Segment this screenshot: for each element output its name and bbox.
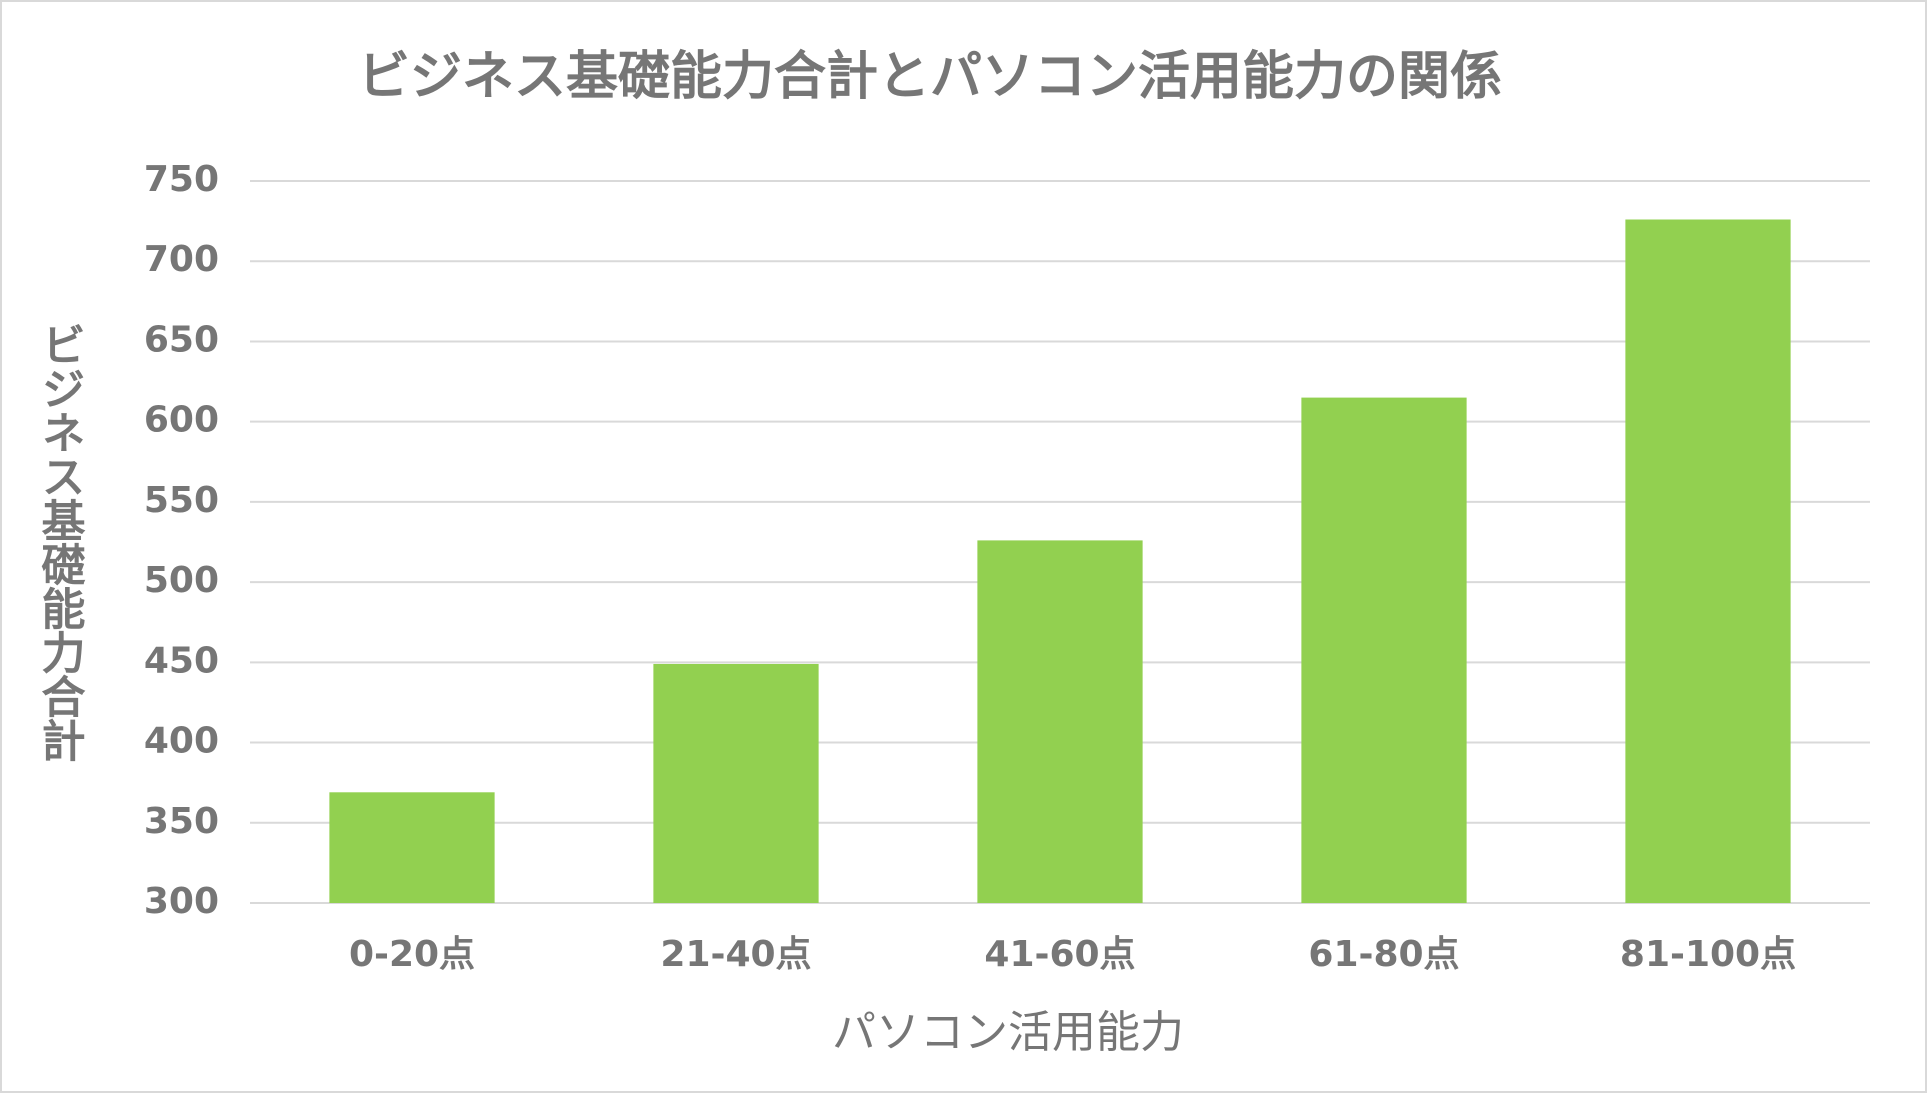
- bar: [329, 792, 495, 903]
- y-tick-label: 400: [144, 721, 219, 762]
- y-tick-label: 300: [144, 881, 219, 922]
- chart-title: ビジネス基礎能力合計とパソコン活用能力の関係: [358, 47, 1502, 107]
- x-tick-label: 0-20点: [349, 934, 475, 975]
- bar: [653, 663, 819, 903]
- x-tick-label: 61-80点: [1308, 934, 1459, 975]
- y-tick-label: 550: [144, 480, 219, 521]
- y-tick-label: 750: [144, 159, 219, 200]
- x-tick-label: 41-60点: [984, 934, 1135, 975]
- y-axis-title: ビジネス基礎能力合計: [34, 322, 86, 762]
- x-tick-label: 21-40点: [660, 934, 811, 975]
- y-tick-label: 700: [144, 239, 219, 280]
- y-tick-label: 450: [144, 640, 219, 681]
- bar: [1301, 397, 1467, 903]
- bar: [1625, 219, 1791, 904]
- x-tick-label: 81-100点: [1620, 934, 1796, 975]
- y-tick-label: 600: [144, 400, 219, 441]
- x-axis-title: パソコン活用能力: [832, 1007, 1184, 1058]
- y-tick-label: 350: [144, 801, 219, 842]
- bar: [977, 540, 1143, 903]
- y-tick-label: 500: [144, 560, 219, 601]
- y-tick-label: 650: [144, 319, 219, 360]
